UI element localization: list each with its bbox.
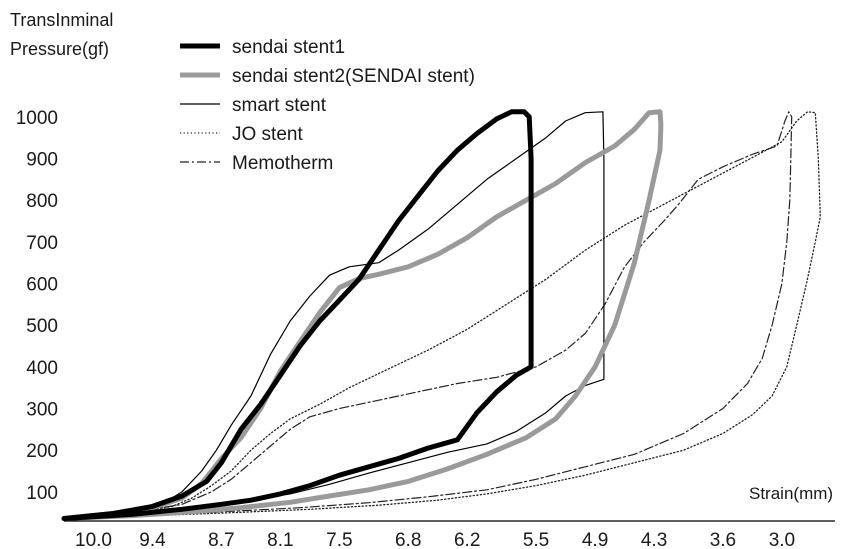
x-tick-label: 8.1 [267,530,293,549]
x-axis-label: Strain(mm) [749,484,833,503]
legend-label-sendai-stent1: sendai stent1 [232,37,345,58]
x-tick-label: 3.6 [710,530,736,549]
series-line-smart-stent [63,111,605,520]
legend-label-jo-stent: JO stent [232,124,303,145]
y-tick-label: 900 [26,150,58,171]
x-tick-label: 9.4 [139,530,166,549]
x-tick-label: 6.8 [395,530,421,549]
series-line-memotherm [63,111,793,520]
x-tick-label: 4.9 [582,530,608,549]
legend-label-sendai-stent2: sendai stent2(SENDAI stent) [232,66,475,87]
y-tick-label: 500 [26,316,58,337]
x-tick-label: 10.0 [75,530,112,549]
x-tick-label: 4.3 [641,530,667,549]
y-tick-label: 300 [26,400,58,421]
y-tick-label: 800 [26,191,58,212]
y-tick-label: 600 [26,275,58,296]
series-layer [61,109,821,521]
x-tick-label: 3.0 [769,530,795,549]
legend: sendai stent1 sendai stent2(SENDAI stent… [180,37,475,174]
x-tick-label: 7.5 [326,530,352,549]
x-tick-label: 6.2 [454,530,480,549]
legend-label-smart-stent: smart stent [232,95,327,116]
tick-labels: 10.0 9.4 8.7 8.1 7.5 6.8 6.2 5.5 4.9 4.3 3.6 3.0 100… [16,108,795,549]
y-tick-label: 700 [26,233,58,254]
series-line-sendai-stent2-sendai-stent [61,109,664,521]
series-line-jo-stent [63,111,821,520]
y-tick-label: 400 [26,358,58,379]
y-tick-label: 1000 [16,108,58,129]
y-axis-label-line1: TransInminal [10,10,113,30]
y-tick-label: 100 [26,483,58,504]
legend-label-memotherm: Memotherm [232,153,333,174]
series-line-sendai-stent1 [61,109,534,521]
y-axis-label-line2: Pressure(gf) [10,39,109,59]
x-tick-label: 5.5 [523,530,549,549]
x-tick-label: 8.7 [208,530,234,549]
y-tick-label: 200 [26,441,58,462]
